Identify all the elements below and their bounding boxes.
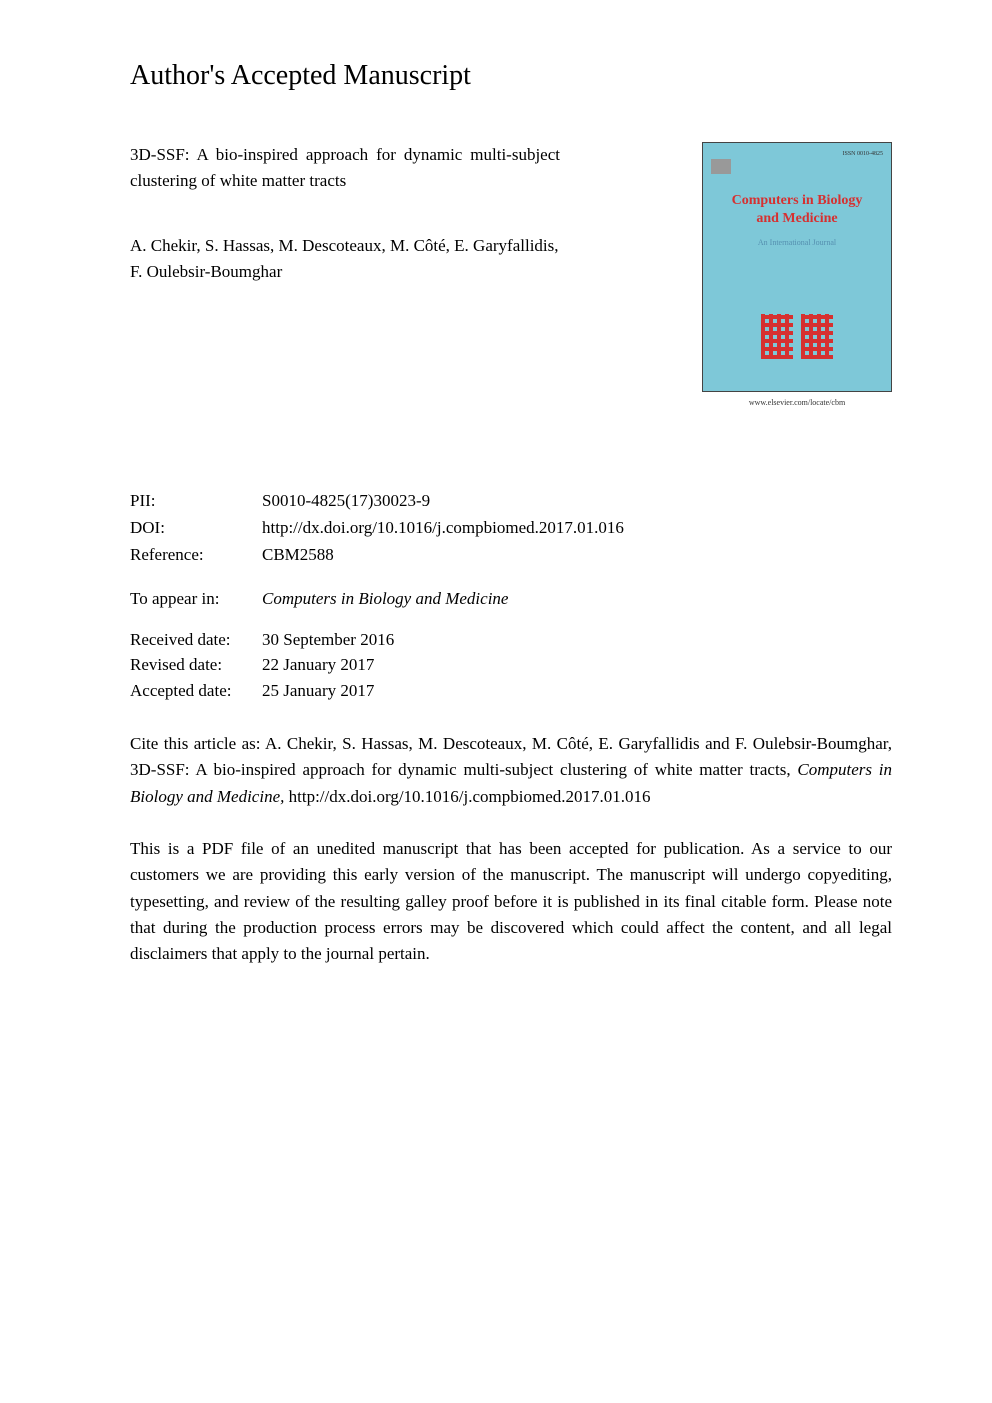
doi-value: http://dx.doi.org/10.1016/j.compbiomed.2…: [262, 514, 892, 541]
pii-row: PII: S0010-4825(17)30023-9: [130, 487, 892, 514]
reference-label: Reference:: [130, 541, 262, 568]
cover-subtitle: An International Journal: [711, 238, 883, 247]
cover-pattern-left-icon: [761, 314, 793, 359]
appear-in-label: To appear in:: [130, 589, 262, 609]
received-date-value: 30 September 2016: [262, 627, 394, 653]
pii-value: S0010-4825(17)30023-9: [262, 487, 892, 514]
citation-prefix: Cite this article as: A. Chekir, S. Hass…: [130, 734, 892, 779]
cover-graphic-icon: [747, 301, 847, 371]
dates-section: Received date: 30 September 2016 Revised…: [130, 627, 892, 704]
accepted-date-value: 25 January 2017: [262, 678, 374, 704]
publisher-logo-icon: [711, 159, 731, 174]
received-date-label: Received date:: [130, 627, 262, 653]
cover-issn: ISSN 0010-4825: [711, 151, 883, 157]
reference-row: Reference: CBM2588: [130, 541, 892, 568]
cover-journal-line1: Computers in Biology: [711, 192, 883, 210]
page-title: Author's Accepted Manuscript: [130, 60, 892, 92]
doi-row: DOI: http://dx.doi.org/10.1016/j.compbio…: [130, 514, 892, 541]
cover-journal-name: Computers in Biology and Medicine: [711, 192, 883, 228]
article-info-column: 3D-SSF: A bio-inspired approach for dyna…: [130, 142, 560, 284]
received-date-row: Received date: 30 September 2016: [130, 627, 892, 653]
citation-text: Cite this article as: A. Chekir, S. Hass…: [130, 731, 892, 810]
cover-journal-line2: and Medicine: [711, 210, 883, 228]
content-row: 3D-SSF: A bio-inspired approach for dyna…: [130, 142, 892, 407]
authors-list: A. Chekir, S. Hassas, M. Descoteaux, M. …: [130, 233, 560, 284]
disclaimer-text: This is a PDF file of an unedited manusc…: [130, 836, 892, 968]
pii-label: PII:: [130, 487, 262, 514]
article-title: 3D-SSF: A bio-inspired approach for dyna…: [130, 142, 560, 193]
accepted-date-label: Accepted date:: [130, 678, 262, 704]
revised-date-label: Revised date:: [130, 652, 262, 678]
revised-date-row: Revised date: 22 January 2017: [130, 652, 892, 678]
doi-label: DOI:: [130, 514, 262, 541]
journal-cover-image: ISSN 0010-4825 Computers in Biology and …: [702, 142, 892, 392]
journal-cover-container: ISSN 0010-4825 Computers in Biology and …: [702, 142, 892, 407]
citation-suffix: http://dx.doi.org/10.1016/j.compbiomed.2…: [284, 787, 650, 806]
cover-url: www.elsevier.com/locate/cbm: [702, 398, 892, 407]
appear-in-value: Computers in Biology and Medicine: [262, 589, 508, 609]
reference-value: CBM2588: [262, 541, 892, 568]
cover-pattern-right-icon: [801, 314, 833, 359]
accepted-date-row: Accepted date: 25 January 2017: [130, 678, 892, 704]
metadata-table: PII: S0010-4825(17)30023-9 DOI: http://d…: [130, 487, 892, 569]
revised-date-value: 22 January 2017: [262, 652, 374, 678]
appear-in-row: To appear in: Computers in Biology and M…: [130, 589, 892, 609]
